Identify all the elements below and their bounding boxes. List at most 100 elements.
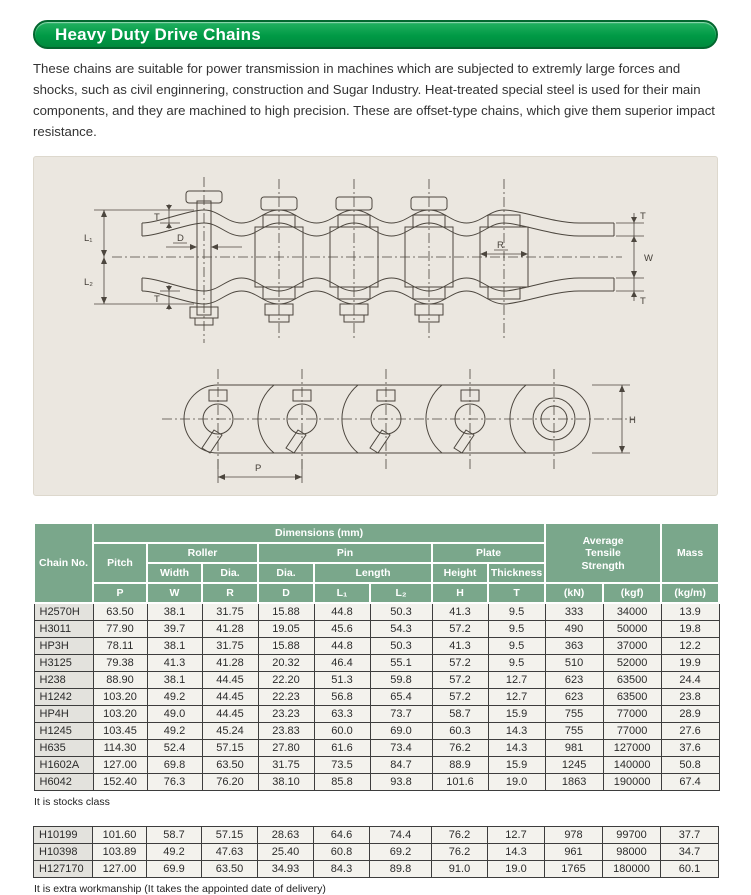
value-cell: 57.15	[201, 739, 259, 758]
spec-row: H3011 77.90 39.7 41.28 19.05 45.6 54.3 57.2 9.5 4…	[33, 620, 720, 639]
value-cell: 45.6	[313, 620, 371, 639]
value-cell: 510	[544, 654, 604, 673]
value-cell: 58.7	[146, 826, 202, 845]
value-cell: 14.3	[487, 722, 546, 741]
value-cell: 60.3	[431, 722, 489, 741]
col-header-roller-width: Width	[146, 562, 203, 585]
value-cell: 31.75	[201, 602, 259, 622]
stock-class-note: It is stocks class	[34, 796, 110, 809]
value-cell: 38.10	[257, 773, 315, 792]
value-cell: 76.20	[201, 773, 259, 792]
value-cell: 1863	[544, 773, 604, 792]
value-cell: 50.3	[369, 637, 433, 656]
value-cell: 76.2	[431, 826, 488, 845]
chain-no-cell: H3125	[33, 654, 94, 673]
spec-row: H2570H 63.50 38.1 31.75 15.88 44.8 50.3 41.3 9.5…	[33, 602, 720, 622]
value-cell: 623	[544, 688, 604, 707]
value-cell: 69.9	[146, 860, 202, 879]
chain-no-cell: HP3H	[33, 637, 94, 656]
value-cell: 41.3	[431, 602, 489, 622]
value-cell: 103.45	[92, 722, 148, 741]
value-cell: 981	[544, 739, 604, 758]
col-symbol-h: H	[431, 582, 489, 605]
catalog-page: Heavy Duty Drive Chains These chains are…	[0, 20, 751, 895]
spec-row: H1242 103.20 49.2 44.45 22.23 56.8 65.4 57.2 12.…	[33, 688, 720, 707]
value-cell: 84.7	[369, 756, 433, 775]
value-cell: 103.89	[92, 843, 147, 862]
value-cell: 15.88	[257, 602, 315, 622]
value-cell: 19.0	[487, 860, 545, 879]
value-cell: 23.8	[660, 688, 720, 707]
value-cell: 54.3	[369, 620, 433, 639]
value-cell: 12.2	[660, 637, 720, 656]
value-cell: 190000	[602, 773, 662, 792]
value-cell: 38.1	[146, 671, 203, 690]
spec-row: HP4H 103.20 49.0 44.45 23.23 63.3 73.7 58.7 15.9…	[33, 705, 720, 724]
value-cell: 180000	[602, 860, 661, 879]
value-cell: 41.3	[146, 654, 203, 673]
chain-no-cell: H10199	[33, 826, 93, 845]
col-symbol-t: T	[486, 582, 547, 605]
section-title-banner: Heavy Duty Drive Chains	[33, 20, 718, 49]
value-cell: 978	[544, 826, 603, 845]
value-cell: 623	[544, 671, 604, 690]
value-cell: 22.20	[257, 671, 315, 690]
value-cell: 49.2	[146, 688, 203, 707]
chain-no-cell: H127170	[33, 860, 93, 879]
value-cell: 363	[544, 637, 604, 656]
value-cell: 44.8	[313, 602, 371, 622]
value-cell: 755	[544, 722, 604, 741]
value-cell: 44.45	[201, 671, 259, 690]
value-cell: 73.4	[369, 739, 433, 758]
dim-label-r: R	[497, 240, 504, 251]
value-cell: 59.8	[369, 671, 433, 690]
value-cell: 52000	[602, 654, 662, 673]
dim-label-p: P	[255, 463, 261, 474]
value-cell: 34000	[602, 602, 662, 622]
value-cell: 63500	[602, 688, 662, 707]
spec-row: H10398 103.89 49.2 47.63 25.40 60.8 69.2 76.2 14…	[33, 843, 719, 862]
spec-table-extra: H10199 101.60 58.7 57.15 28.63 64.6 74.4 76.2 12…	[33, 826, 719, 879]
dim-label-t-bottom-left: T	[154, 294, 160, 305]
value-cell: 57.2	[431, 654, 489, 673]
value-cell: 76.3	[146, 773, 203, 792]
col-header-mass: Mass	[660, 522, 721, 585]
value-cell: 57.2	[431, 620, 489, 639]
spec-row: H635 114.30 52.4 57.15 27.80 61.6 73.4 76.2 14.3…	[33, 739, 720, 758]
value-cell: 69.0	[369, 722, 433, 741]
spec-row: HP3H 78.11 38.1 31.75 15.88 44.8 50.3 41.3 9.5 36…	[33, 637, 720, 656]
value-cell: 1245	[544, 756, 604, 775]
spec-row: H1602A 127.00 69.8 63.50 31.75 73.5 84.7 88.9 15…	[33, 756, 720, 775]
col-header-plate-height: Height	[431, 562, 489, 585]
value-cell: 65.4	[369, 688, 433, 707]
value-cell: 23.83	[257, 722, 315, 741]
col-symbol-p: P	[92, 582, 148, 605]
value-cell: 127.00	[92, 756, 148, 775]
value-cell: 140000	[602, 756, 662, 775]
value-cell: 755	[544, 705, 604, 724]
spec-row: H127170 127.00 69.9 63.50 34.93 84.3 89.8 91.0 1…	[33, 860, 719, 879]
col-header-roller: Roller	[146, 542, 259, 565]
chain-no-cell: H6042	[33, 773, 94, 792]
spec-table: Chain No. Dimensions (mm) Average Tensil…	[33, 522, 721, 792]
chain-no-cell: H1242	[33, 688, 94, 707]
chain-no-cell: H2570H	[33, 602, 94, 622]
dim-label-d: D	[177, 233, 184, 244]
col-symbol-d: D	[257, 582, 315, 605]
col-symbol-r: R	[201, 582, 259, 605]
col-header-pitch: Pitch	[92, 542, 148, 585]
value-cell: 19.0	[487, 773, 546, 792]
value-cell: 52.4	[146, 739, 203, 758]
col-unit-kg-per-m: (kg/m)	[660, 582, 721, 605]
col-header-pin: Pin	[257, 542, 433, 565]
value-cell: 961	[544, 843, 603, 862]
chain-no-cell: H10398	[33, 843, 93, 862]
col-unit-kgf: (kgf)	[602, 582, 663, 605]
value-cell: 77000	[602, 705, 662, 724]
spec-row: H3125 79.38 41.3 41.28 20.32 46.4 55.1 57.2 9.5 5…	[33, 654, 720, 673]
value-cell: 37.6	[660, 739, 720, 758]
intro-paragraph: These chains are suitable for power tran…	[33, 61, 715, 139]
value-cell: 37.7	[660, 826, 719, 845]
value-cell: 15.9	[487, 705, 546, 724]
value-cell: 57.2	[431, 688, 489, 707]
